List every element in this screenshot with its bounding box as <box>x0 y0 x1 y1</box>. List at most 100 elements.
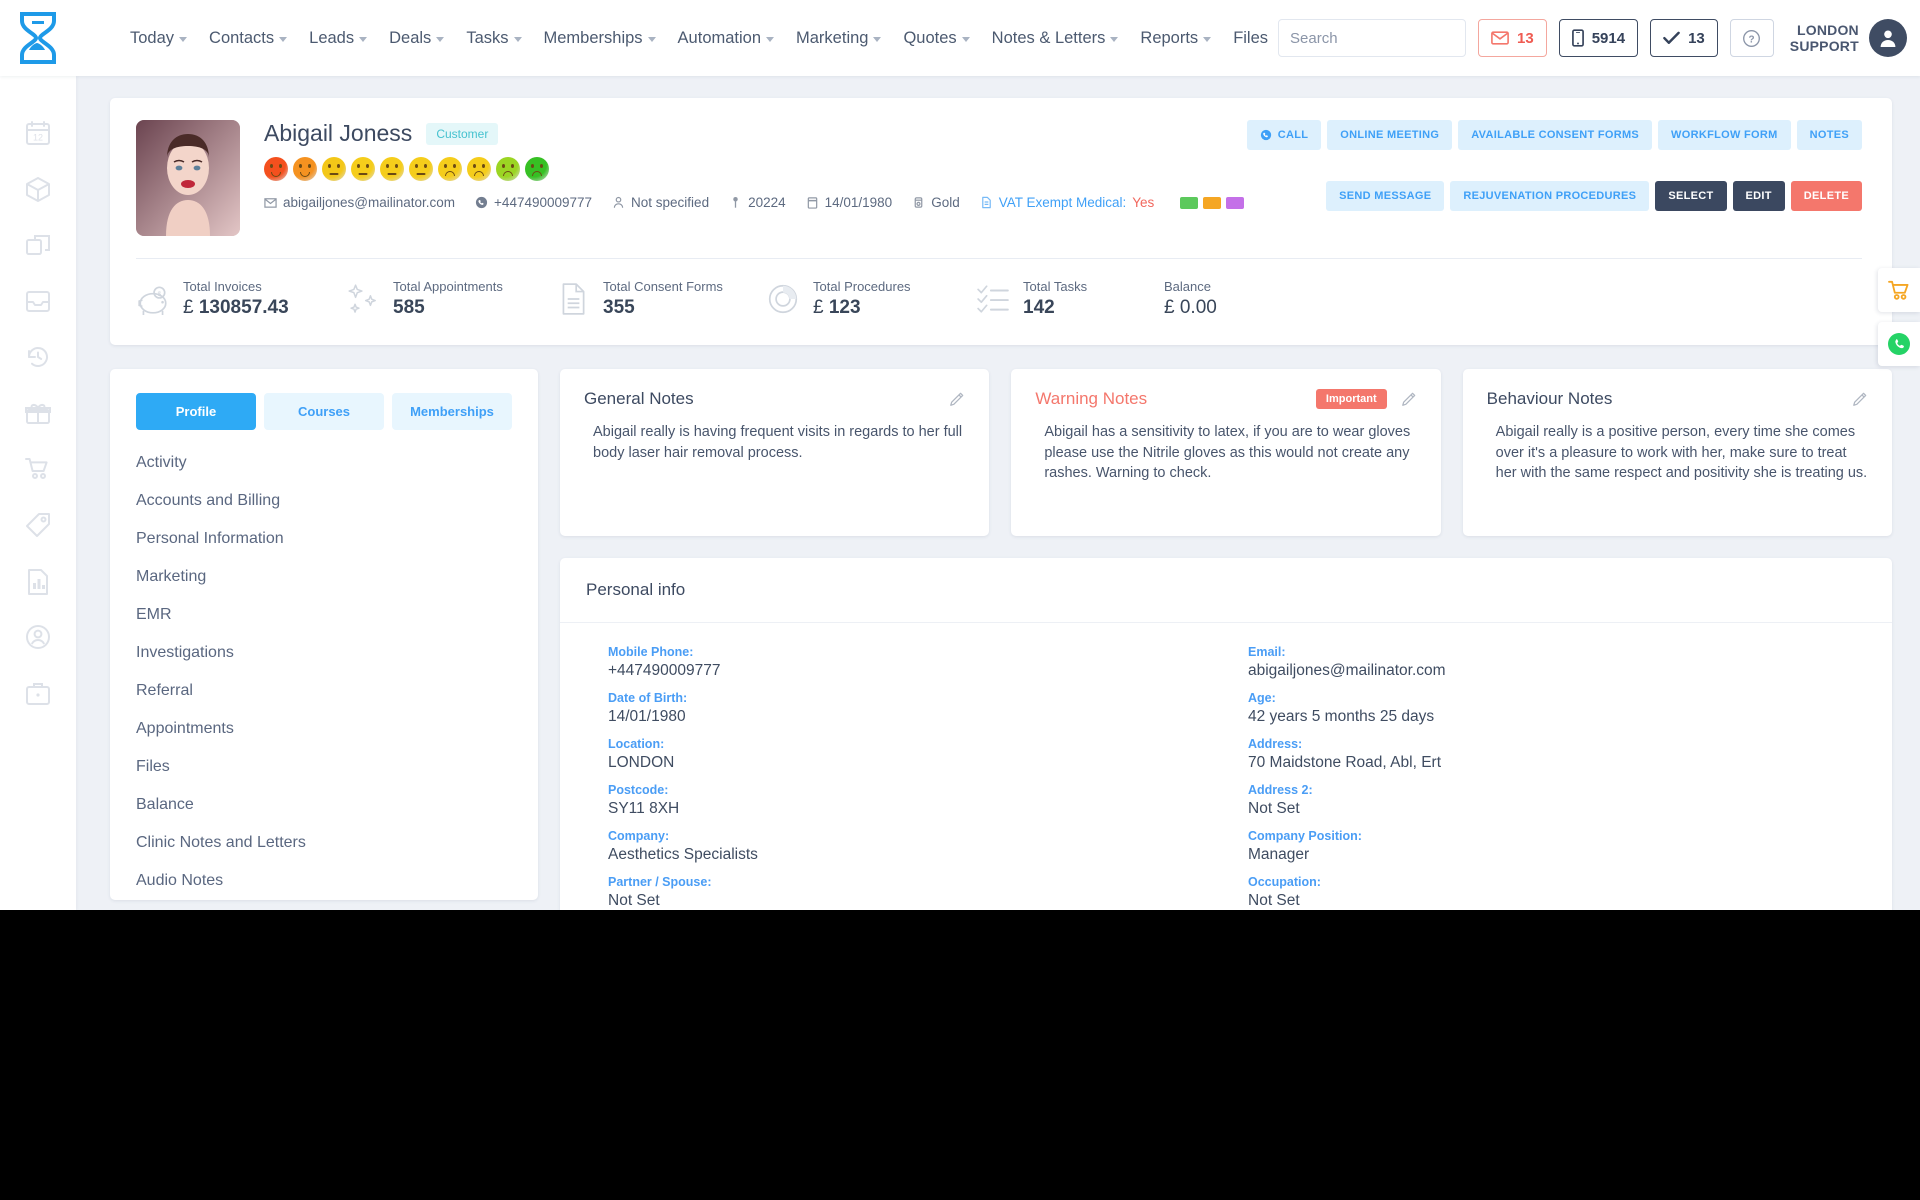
edit-pencil-icon[interactable] <box>1401 391 1417 407</box>
floating-cart-button[interactable] <box>1878 268 1920 312</box>
profile-header-card: Abigail Joness Customer abigailjones@mai… <box>110 98 1892 345</box>
search-box[interactable] <box>1278 19 1467 57</box>
field-label: Mobile Phone: <box>608 645 694 659</box>
sidebar-item-appointments[interactable]: Appointments <box>136 720 234 737</box>
inbox-icon <box>26 291 50 312</box>
rail-report-icon[interactable] <box>23 566 53 596</box>
nav-item-contacts[interactable]: Contacts <box>199 23 297 54</box>
nav-item-notes-letters[interactable]: Notes & Letters <box>982 23 1129 54</box>
sidebar-item-investigations[interactable]: Investigations <box>136 644 234 661</box>
floating-whatsapp-button[interactable] <box>1878 322 1920 366</box>
satisfaction-rating[interactable] <box>264 157 1244 181</box>
tab-profile[interactable]: Profile <box>136 393 256 430</box>
rail-cart-icon[interactable] <box>23 454 53 484</box>
rating-face-2[interactable] <box>293 157 317 181</box>
sidebar-item-referral[interactable]: Referral <box>136 682 193 699</box>
edit-pencil-icon[interactable] <box>1852 391 1868 407</box>
stat-text: Balance £ 0.00 <box>1164 279 1217 319</box>
edit-pencil-icon[interactable] <box>949 391 965 407</box>
rail-gift-icon[interactable] <box>23 398 53 428</box>
person-icon <box>613 196 624 208</box>
rail-calendar-icon[interactable]: 12 <box>23 118 53 148</box>
sidebar-item-activity[interactable]: Activity <box>136 454 187 471</box>
nav-item-quotes[interactable]: Quotes <box>893 23 979 54</box>
nav-item-marketing[interactable]: Marketing <box>786 23 891 54</box>
nav-item-deals[interactable]: Deals <box>379 23 454 54</box>
search-input[interactable] <box>1279 20 1466 56</box>
action-select[interactable]: SELECT <box>1655 181 1727 211</box>
customer-phone: +447490009777 <box>475 195 592 210</box>
tab-courses[interactable]: Courses <box>264 393 384 430</box>
help-button[interactable]: ? <box>1729 19 1774 57</box>
tab-memberships[interactable]: Memberships <box>392 393 512 430</box>
sidebar-item-balance[interactable]: Balance <box>136 796 194 813</box>
user-avatar-icon <box>1880 30 1896 47</box>
note-text: Abigail really is a positive person, eve… <box>1495 424 1868 482</box>
note-text: Abigail has a sensitivity to latex, if y… <box>1044 424 1411 482</box>
floating-action-buttons <box>1878 268 1920 366</box>
rail-history-icon[interactable] <box>23 342 53 372</box>
action-rejuvenation-procedures[interactable]: REJUVENATION PROCEDURES <box>1450 181 1650 211</box>
field-value: +447490009777 <box>608 662 721 679</box>
color-chip-2 <box>1203 196 1222 209</box>
sidebar-item-emr[interactable]: EMR <box>136 606 172 623</box>
rating-face-3[interactable] <box>322 157 346 181</box>
rail-box-icon[interactable] <box>23 174 53 204</box>
calendar-icon: 12 <box>26 121 50 145</box>
sms-count: 5914 <box>1591 29 1626 47</box>
customer-dob: 14/01/1980 <box>806 195 892 210</box>
rating-face-9[interactable] <box>496 157 520 181</box>
stat-number: 142 <box>1023 297 1055 318</box>
stat-text: Total Procedures £ 123 <box>813 279 911 319</box>
medal-icon <box>914 197 923 208</box>
stat-total-consent-forms: Total Consent Forms 355 <box>556 279 766 319</box>
user-menu[interactable]: LONDON SUPPORT <box>1790 19 1907 57</box>
right-content-column: General Notes Abigail really is having fr… <box>560 369 1892 910</box>
sidebar-item-accounts-and-billing[interactable]: Accounts and Billing <box>136 492 281 509</box>
rail-briefcase-icon[interactable] <box>23 678 53 708</box>
sidebar-item-audio-notes[interactable]: Audio Notes <box>136 872 224 889</box>
action-notes[interactable]: NOTES <box>1796 120 1862 150</box>
rail-inbox-icon[interactable] <box>23 286 53 316</box>
nav-item-today[interactable]: Today <box>120 23 197 54</box>
messages-badge[interactable]: 13 <box>1478 19 1547 57</box>
rating-face-1[interactable] <box>264 157 288 181</box>
action-delete[interactable]: DELETE <box>1790 181 1862 211</box>
action-workflow-form[interactable]: WORKFLOW FORM <box>1658 120 1791 150</box>
sidebar-item-personal-information[interactable]: Personal Information <box>136 530 284 547</box>
action-send-message[interactable]: SEND MESSAGE <box>1326 181 1445 211</box>
rating-face-5[interactable] <box>380 157 404 181</box>
rating-face-6[interactable] <box>409 157 433 181</box>
app-logo[interactable] <box>0 0 76 76</box>
rail-layers-icon[interactable] <box>23 230 53 260</box>
action-call[interactable]: CALL <box>1246 120 1322 150</box>
rating-face-4[interactable] <box>351 157 375 181</box>
rating-face-7[interactable] <box>438 157 462 181</box>
sms-badge[interactable]: 5914 <box>1558 19 1639 57</box>
action-online-meeting[interactable]: ONLINE MEETING <box>1327 120 1453 150</box>
rail-tag-icon[interactable] <box>23 510 53 540</box>
tasks-badge[interactable]: 13 <box>1650 19 1718 57</box>
rating-face-10[interactable] <box>525 157 549 181</box>
nav-item-automation[interactable]: Automation <box>668 23 784 54</box>
rail-user-circle-icon[interactable] <box>23 622 53 652</box>
nav-item-reports[interactable]: Reports <box>1130 23 1221 54</box>
avatar[interactable] <box>1868 19 1907 57</box>
summary-stats: $ Total Invoices £ 130857.43 Total Appointm… <box>136 259 1862 319</box>
page-body: Abigail Joness Customer abigailjones@mai… <box>76 76 1920 910</box>
stat-text: Total Appointments 585 <box>393 279 503 319</box>
nav-item-tasks[interactable]: Tasks <box>456 23 531 54</box>
nav-item-leads[interactable]: Leads <box>299 23 377 54</box>
sidebar-item-marketing[interactable]: Marketing <box>136 568 207 585</box>
sidebar-item-files[interactable]: Files <box>136 758 170 775</box>
stat-value: £ 123 <box>813 297 911 319</box>
nav-item-files[interactable]: Files <box>1223 23 1278 54</box>
sidebar-item-clinic-notes-and-letters[interactable]: Clinic Notes and Letters <box>136 834 306 851</box>
note-card-warning-notes: Warning Notes Important Abigail has a sens… <box>1011 369 1441 536</box>
action-edit[interactable]: EDIT <box>1732 181 1785 211</box>
rating-face-8[interactable] <box>467 157 491 181</box>
field-label: Occupation: <box>1248 875 1321 889</box>
messages-count: 13 <box>1517 29 1534 47</box>
nav-item-memberships[interactable]: Memberships <box>534 23 666 54</box>
action-available-consent-forms[interactable]: AVAILABLE CONSENT FORMS <box>1458 120 1653 150</box>
